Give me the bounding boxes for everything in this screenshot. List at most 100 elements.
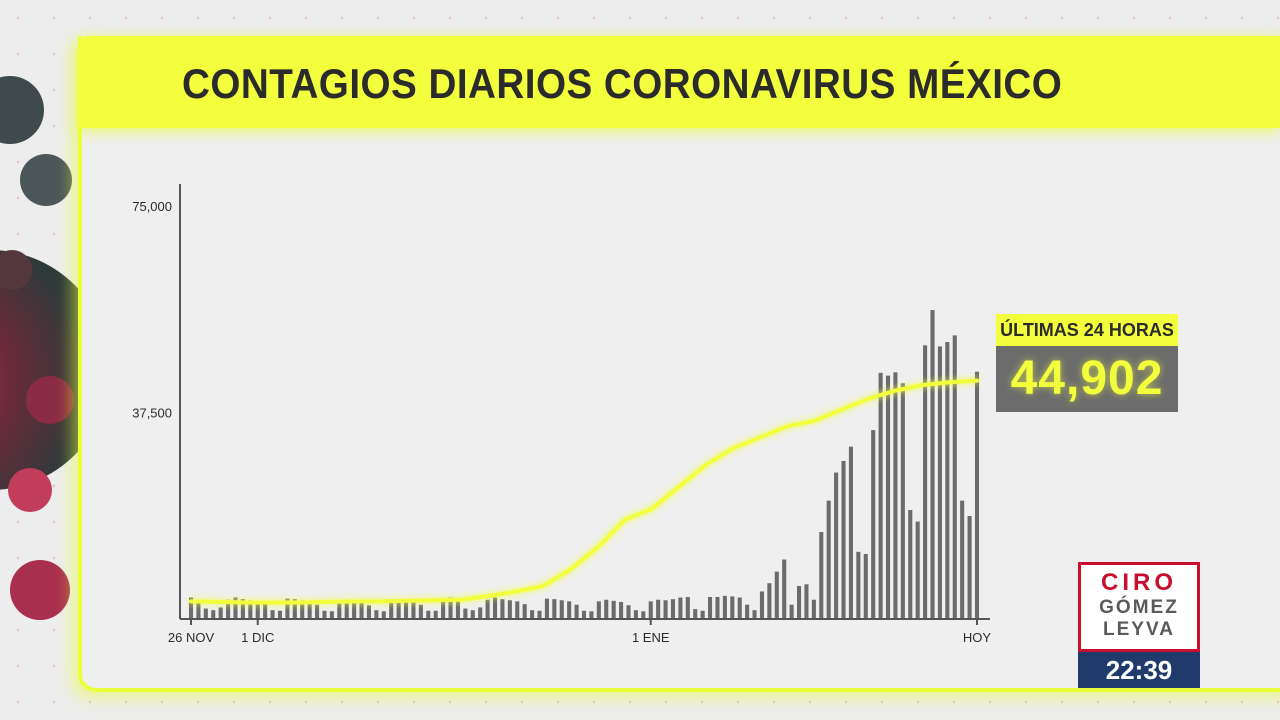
- bar: [315, 604, 320, 619]
- bar: [389, 601, 394, 619]
- bar: [300, 600, 305, 619]
- bar: [915, 521, 920, 619]
- bar: [218, 607, 223, 619]
- bar: [285, 598, 290, 619]
- bar: [619, 601, 624, 619]
- channel-logo: CIRO GÓMEZ LEYVA: [1078, 562, 1200, 652]
- y-tick-label: 75,000: [132, 199, 172, 214]
- bar: [337, 601, 342, 619]
- bar: [226, 599, 231, 619]
- bar: [752, 610, 757, 619]
- bar: [641, 611, 646, 619]
- bar: [455, 599, 460, 619]
- bar: [188, 597, 194, 619]
- bar: [329, 611, 334, 619]
- bar: [656, 599, 661, 619]
- bar: [448, 597, 453, 619]
- bar: [596, 601, 601, 619]
- bar: [878, 372, 883, 619]
- bar: [233, 597, 238, 619]
- y-tick-label: 37,500: [132, 406, 172, 421]
- bar: [530, 610, 535, 619]
- bar: [478, 607, 483, 619]
- bar: [292, 599, 297, 619]
- bar: [967, 516, 972, 619]
- bar: [722, 595, 727, 619]
- bar: [856, 551, 861, 619]
- bar: [567, 601, 572, 619]
- bar: [670, 599, 676, 619]
- bar: [263, 604, 268, 619]
- bar: [685, 596, 690, 619]
- broadcast-clock: 22:39: [1078, 652, 1200, 688]
- bar: [974, 371, 980, 619]
- bar: [307, 601, 312, 619]
- bar: [500, 599, 505, 619]
- x-tick-label: 1 ENE: [632, 630, 670, 645]
- bar: [589, 611, 594, 619]
- bar: [581, 610, 587, 619]
- bar: [923, 345, 928, 619]
- bar: [463, 608, 468, 619]
- logo-line-2: GÓMEZ: [1099, 597, 1179, 618]
- bar: [871, 430, 876, 619]
- bar: [826, 500, 831, 619]
- bar: [492, 597, 498, 619]
- bar: [960, 500, 965, 619]
- bar: [604, 599, 609, 619]
- bar: [374, 610, 379, 619]
- x-tick-label: 1 DIC: [241, 630, 274, 645]
- bar: [403, 600, 409, 619]
- bar: [352, 600, 357, 619]
- bar: [708, 596, 713, 619]
- bar: [470, 610, 475, 619]
- bar: [270, 610, 275, 619]
- bar: [930, 310, 935, 619]
- bar: [240, 599, 245, 619]
- bar: [908, 509, 913, 619]
- bar: [441, 600, 446, 619]
- bar: [611, 600, 616, 619]
- bar: [745, 604, 750, 619]
- bar: [248, 600, 253, 619]
- bar: [952, 335, 957, 619]
- bar: [544, 598, 549, 619]
- bar: [626, 605, 631, 619]
- bar: [737, 597, 742, 619]
- bar: [322, 610, 327, 619]
- bar: [418, 604, 423, 619]
- bar: [885, 375, 891, 619]
- bar: [804, 584, 809, 619]
- bar: [552, 599, 557, 619]
- bar: [811, 599, 816, 619]
- bar: [574, 604, 579, 619]
- bar: [507, 600, 512, 619]
- bar: [848, 446, 853, 619]
- bar: [344, 599, 349, 619]
- bar: [893, 372, 898, 619]
- bar: [522, 604, 527, 619]
- bar: [945, 342, 950, 619]
- x-tick-label: 26 NOV: [168, 630, 215, 645]
- logo-line-3: LEYVA: [1103, 619, 1175, 640]
- bar: [693, 609, 698, 619]
- chart-title: CONTAGIOS DIARIOS CORONAVIRUS MÉXICO: [182, 60, 1063, 107]
- title-bar: CONTAGIOS DIARIOS CORONAVIRUS MÉXICO: [78, 36, 1280, 128]
- bar: [381, 611, 386, 619]
- bar: [937, 346, 942, 619]
- bar: [863, 554, 868, 619]
- bar: [759, 591, 765, 619]
- bar: [715, 596, 720, 619]
- bar: [277, 610, 283, 619]
- bar: [633, 610, 638, 619]
- bar: [359, 601, 364, 619]
- bar: [796, 585, 802, 619]
- x-tick-label: HOY: [963, 630, 992, 645]
- bar: [900, 383, 905, 619]
- coronavirus-icon: [0, 76, 90, 620]
- last-24h-value: 44,902: [996, 346, 1178, 412]
- bar: [411, 601, 416, 619]
- bar: [782, 559, 787, 619]
- bar: [426, 610, 431, 619]
